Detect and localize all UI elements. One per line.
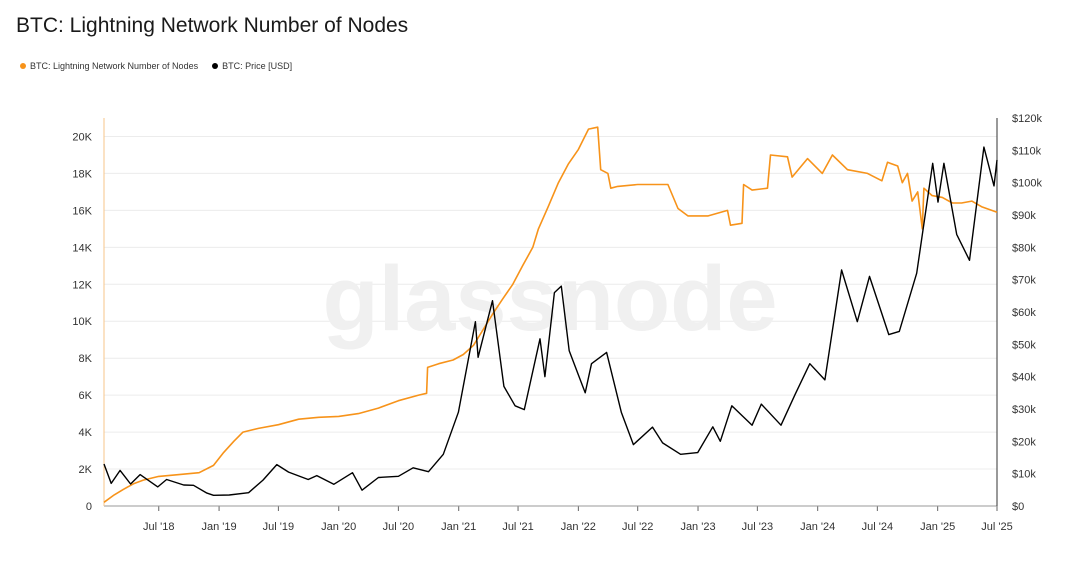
y-left-tick-label: 10K [72,316,92,328]
chart-legend: BTC: Lightning Network Number of Nodes B… [20,61,292,71]
y-right-tick-label: $40k [1012,372,1036,384]
x-tick-label: Jan '25 [920,521,955,533]
x-tick-label: Jul '23 [742,521,773,533]
x-tick-label: Jan '19 [201,521,236,533]
x-tick-label: Jul '25 [981,521,1012,533]
y-left-tick-label: 4K [79,427,93,439]
y-left-tick-label: 0 [86,501,92,513]
y-right-tick-label: $70k [1012,275,1036,287]
y-right-tick-label: $20k [1012,436,1036,448]
y-right-tick-label: $30k [1012,404,1036,416]
y-right-tick-label: $90k [1012,210,1036,222]
series-line-nodes [103,126,998,503]
legend-label-nodes: BTC: Lightning Network Number of Nodes [30,61,199,71]
axes: 0 2K 4K 6K 8K 10K 12K 14K 16K 18K 20K $0 $10k $20k $30… [72,113,1042,533]
y-left-tick-label: 20K [72,131,92,143]
y-left-tick-label: 8K [79,353,93,365]
y-right-tick-label: $80k [1012,242,1036,254]
x-tick-label: Jan '20 [321,521,356,533]
y-left-tick-label: 14K [72,242,92,254]
x-tick-label: Jul '21 [502,521,533,533]
x-tick-label: Jul '24 [862,521,893,533]
x-tick-label: Jul '18 [143,521,174,533]
x-tick-label: Jul '22 [622,521,653,533]
y-left-tick-label: 2K [79,464,93,476]
legend-dot-nodes [20,63,26,69]
y-right-tick-label: $50k [1012,339,1036,351]
y-right-tick-label: $110k [1012,145,1042,157]
y-left-tick-label: 18K [72,168,92,180]
grid-lines [104,135,997,507]
legend-label-price: BTC: Price [USD] [222,61,293,71]
y-right-tick-label: $120k [1012,113,1042,125]
y-right-tick-label: $10k [1012,469,1036,481]
x-tick-label: Jan '23 [680,521,715,533]
y-left-tick-label: 16K [72,205,92,217]
series-line-price [103,146,998,496]
x-tick-label: Jan '24 [800,521,835,533]
chart-title: BTC: Lightning Network Number of Nodes [16,14,409,37]
y-right-tick-label: $60k [1012,307,1036,319]
y-right-tick-label: $0 [1012,501,1024,513]
x-tick-label: Jul '19 [263,521,294,533]
y-right-tick-label: $100k [1012,178,1042,190]
y-left-tick-label: 12K [72,279,92,291]
x-tick-label: Jan '22 [561,521,596,533]
x-tick-label: Jan '21 [441,521,476,533]
x-tick-label: Jul '20 [383,521,414,533]
legend-dot-price [212,63,219,69]
series-lines [103,126,998,503]
legend-item-price[interactable]: BTC: Price [USD] [212,61,292,71]
legend-item-nodes[interactable]: BTC: Lightning Network Number of Nodes [20,61,198,71]
y-left-tick-label: 6K [79,390,93,402]
